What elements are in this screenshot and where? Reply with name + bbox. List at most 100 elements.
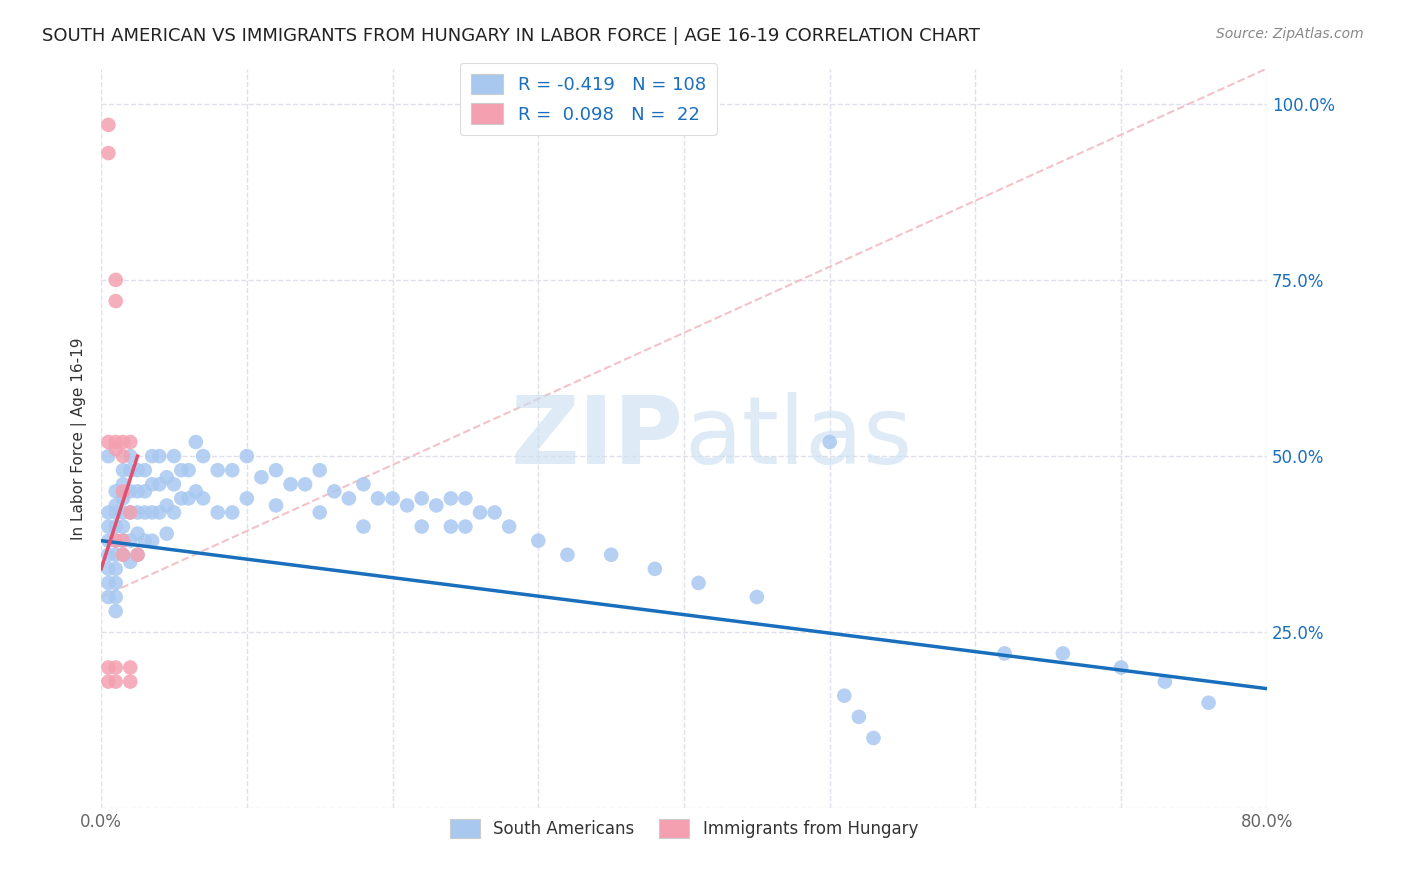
Point — [111, 463, 134, 477]
Point — [97, 506, 120, 520]
Point — [127, 548, 149, 562]
Point — [644, 562, 666, 576]
Point — [184, 435, 207, 450]
Point — [120, 506, 142, 520]
Point — [156, 470, 179, 484]
Point — [97, 590, 120, 604]
Point — [834, 689, 856, 703]
Point — [104, 499, 127, 513]
Point — [127, 548, 149, 562]
Point — [111, 548, 134, 562]
Point — [141, 449, 163, 463]
Point — [148, 506, 170, 520]
Point — [120, 674, 142, 689]
Point — [352, 519, 374, 533]
Point — [221, 506, 243, 520]
Point — [156, 526, 179, 541]
Point — [127, 463, 149, 477]
Point — [111, 533, 134, 548]
Point — [97, 519, 120, 533]
Point — [280, 477, 302, 491]
Point — [250, 470, 273, 484]
Point — [111, 435, 134, 450]
Point — [141, 533, 163, 548]
Point — [396, 499, 419, 513]
Point — [104, 442, 127, 456]
Point — [191, 491, 214, 506]
Point — [104, 294, 127, 309]
Point — [207, 506, 229, 520]
Legend: South Americans, Immigrants from Hungary: South Americans, Immigrants from Hungary — [443, 812, 925, 845]
Point — [97, 660, 120, 674]
Point — [163, 449, 186, 463]
Point — [104, 604, 127, 618]
Point — [170, 491, 193, 506]
Point — [97, 562, 120, 576]
Point — [120, 435, 142, 450]
Point — [97, 435, 120, 450]
Point — [308, 463, 330, 477]
Point — [381, 491, 404, 506]
Point — [264, 499, 287, 513]
Point — [411, 491, 433, 506]
Point — [120, 463, 142, 477]
Point — [1198, 696, 1220, 710]
Point — [1154, 674, 1177, 689]
Point — [104, 506, 127, 520]
Point — [97, 674, 120, 689]
Point — [97, 576, 120, 591]
Point — [1052, 647, 1074, 661]
Point — [104, 484, 127, 499]
Point — [163, 506, 186, 520]
Point — [104, 533, 127, 548]
Point — [236, 449, 259, 463]
Point — [600, 548, 623, 562]
Point — [337, 491, 360, 506]
Point — [454, 491, 477, 506]
Point — [104, 519, 127, 533]
Text: SOUTH AMERICAN VS IMMIGRANTS FROM HUNGARY IN LABOR FORCE | AGE 16-19 CORRELATION: SOUTH AMERICAN VS IMMIGRANTS FROM HUNGAR… — [42, 27, 980, 45]
Point — [111, 484, 134, 499]
Point — [127, 484, 149, 499]
Point — [111, 491, 134, 506]
Point — [440, 491, 463, 506]
Point — [104, 660, 127, 674]
Text: ZIP: ZIP — [512, 392, 683, 484]
Point — [848, 710, 870, 724]
Point — [367, 491, 389, 506]
Point — [120, 484, 142, 499]
Point — [104, 533, 127, 548]
Point — [994, 647, 1017, 661]
Point — [104, 590, 127, 604]
Point — [184, 484, 207, 499]
Point — [134, 533, 156, 548]
Point — [264, 463, 287, 477]
Point — [454, 519, 477, 533]
Point — [688, 576, 710, 591]
Point — [104, 435, 127, 450]
Point — [111, 506, 134, 520]
Point — [111, 548, 134, 562]
Point — [156, 499, 179, 513]
Point — [557, 548, 579, 562]
Point — [104, 273, 127, 287]
Point — [745, 590, 768, 604]
Point — [104, 576, 127, 591]
Point — [468, 506, 491, 520]
Point — [425, 499, 447, 513]
Point — [527, 533, 550, 548]
Point — [104, 548, 127, 562]
Point — [120, 660, 142, 674]
Point — [411, 519, 433, 533]
Text: atlas: atlas — [683, 392, 912, 484]
Point — [148, 477, 170, 491]
Point — [120, 449, 142, 463]
Point — [177, 463, 200, 477]
Point — [177, 491, 200, 506]
Point — [111, 449, 134, 463]
Point — [97, 533, 120, 548]
Y-axis label: In Labor Force | Age 16-19: In Labor Force | Age 16-19 — [72, 337, 87, 540]
Point — [498, 519, 520, 533]
Point — [134, 506, 156, 520]
Point — [120, 555, 142, 569]
